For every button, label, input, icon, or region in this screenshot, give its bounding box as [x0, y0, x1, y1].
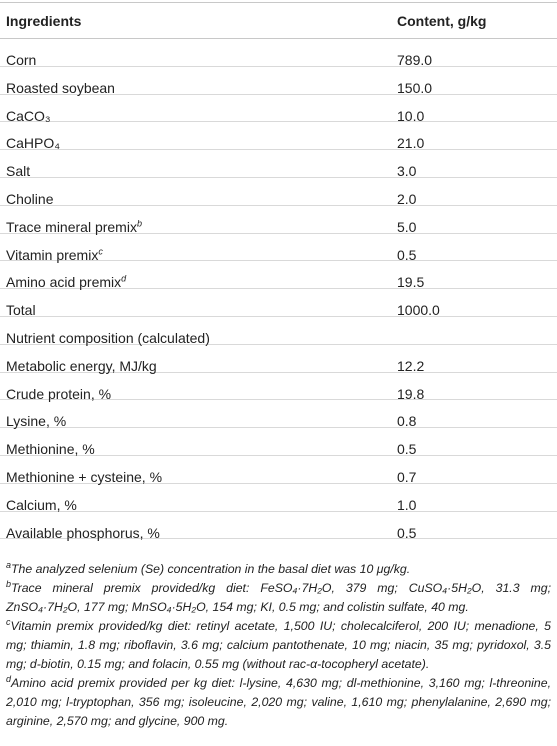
label-text: Methionine, % — [6, 441, 95, 458]
footnote-mark: d — [121, 273, 127, 284]
row-value: 1.0 — [397, 496, 417, 513]
row-label: Salt — [6, 163, 30, 179]
row-label: Amino acid premixd — [6, 274, 126, 290]
row-label: Trace mineral premixb — [6, 219, 142, 235]
row-label: Metabolic energy, MJ/kg — [6, 358, 157, 374]
row-label: Methionine + cysteine, % — [6, 469, 162, 485]
footnote-mark: b — [6, 578, 12, 589]
label-text: Corn — [6, 52, 37, 68]
table-row: Metabolic energy, MJ/kg 12.2 — [0, 345, 557, 374]
label-text: Lysine, % — [6, 413, 67, 430]
label-text: Metabolic energy, MJ/kg — [6, 357, 157, 374]
footnotes: aThe analyzed selenium (Se) concentratio… — [6, 560, 551, 731]
label-text: Nutrient composition (calculated) — [6, 330, 210, 346]
row-value: 5.0 — [397, 218, 417, 235]
header-cell: Ingredients — [6, 13, 82, 29]
table-row: Nutrient composition (calculated) — [0, 317, 557, 346]
row-label: Nutrient composition (calculated) — [6, 330, 210, 346]
label-text: Available phosphorus, % — [6, 524, 160, 541]
table-row: Vitamin premixc 0.5 — [0, 234, 557, 263]
row-label: Crude protein, % — [6, 386, 111, 402]
footnote-text: The analyzed selenium (Se) concentration… — [11, 562, 411, 576]
footnote: bTrace mineral premix provided/kg diet: … — [6, 579, 551, 617]
table-row: Salt 3.0 — [0, 150, 557, 180]
footnote-text: Trace mineral premix provided/kg diet: F… — [6, 581, 551, 614]
label-text: Crude protein, % — [6, 385, 112, 402]
table-row: CaHPO₄ 21.0 — [0, 122, 557, 152]
footnote: cVitamin premix provided/kg diet: retiny… — [6, 617, 551, 674]
table-row: Corn 789.0 — [0, 39, 557, 68]
table-row: Amino acid premixd 19.5 — [0, 261, 557, 291]
row-value: 19.5 — [397, 274, 425, 291]
table-row: Choline 2.0 — [0, 178, 557, 207]
footnote-text: Vitamin premix provided/kg diet: retinyl… — [6, 619, 551, 671]
footnote-text: Amino acid premix provided per kg diet: … — [6, 676, 551, 728]
header-cell: Content, g/kg — [397, 13, 487, 29]
row-value: 10.0 — [397, 107, 425, 124]
row-value: 789.0 — [397, 52, 433, 68]
row-value: 150.0 — [397, 79, 433, 96]
table-row: Calcium, % 1.0 — [0, 484, 557, 513]
table-row: Trace mineral premixb 5.0 — [0, 206, 557, 235]
table-row: CaCO₃ 10.0 — [0, 95, 557, 124]
footnote-mark: a — [6, 559, 12, 570]
table-row: Available phosphorus, % 0.5 — [0, 512, 557, 541]
table-row: Methionine + cysteine, % 0.7 — [0, 456, 557, 485]
table-row: Total 1000.0 — [0, 289, 557, 319]
row-label: Roasted soybean — [6, 80, 115, 96]
label-text: Vitamin premix — [6, 246, 99, 263]
row-label: CaHPO₄ — [6, 135, 60, 151]
footnote: aThe analyzed selenium (Se) concentratio… — [6, 560, 551, 579]
row-label: Methionine, % — [6, 441, 95, 457]
row-value: 19.8 — [397, 385, 425, 402]
label-text: Total — [6, 302, 36, 319]
footnote-mark: c — [98, 245, 103, 256]
row-value: 0.7 — [397, 469, 417, 485]
row-label: Lysine, % — [6, 413, 66, 429]
footnote-mark: d — [6, 673, 12, 684]
label-text: Roasted soybean — [6, 79, 115, 96]
label-text: Salt — [6, 163, 31, 180]
label-text: CaCO₃ — [6, 107, 51, 124]
row-label: Available phosphorus, % — [6, 525, 160, 541]
row-label: Corn — [6, 52, 36, 68]
row-value: 1000.0 — [397, 302, 440, 319]
row-value: 2.0 — [397, 191, 417, 207]
footnote-mark: b — [136, 218, 142, 229]
row-value: 0.5 — [397, 441, 417, 458]
row-label: Vitamin premixc — [6, 245, 103, 263]
label-text: CaHPO₄ — [6, 135, 60, 152]
row-value: 12.2 — [397, 357, 425, 374]
row-label: Calcium, % — [6, 497, 77, 513]
row-value: 21.0 — [397, 135, 425, 152]
label-text: Amino acid premix — [6, 274, 122, 291]
label-text: Trace mineral premix — [6, 218, 137, 235]
footnote-mark: c — [6, 616, 11, 627]
footnote: dAmino acid premix provided per kg diet:… — [6, 674, 551, 731]
row-label: CaCO₃ — [6, 108, 51, 124]
table-row: Roasted soybean 150.0 — [0, 67, 557, 96]
label-text: Methionine + cysteine, % — [6, 469, 163, 485]
row-label: Total — [6, 302, 36, 318]
row-value: 0.8 — [397, 413, 417, 430]
table-row: Lysine, % 0.8 — [0, 400, 557, 430]
row-label: Choline — [6, 191, 53, 207]
row-value: 0.5 — [397, 524, 417, 541]
table-row: Methionine, % 0.5 — [0, 428, 557, 458]
row-value: 3.0 — [397, 163, 417, 180]
table-header: Ingredients Content, g/kg — [0, 2, 557, 39]
row-value: 0.5 — [397, 246, 417, 263]
label-text: Choline — [6, 191, 54, 207]
label-text: Calcium, % — [6, 496, 77, 513]
table-row: Crude protein, % 19.8 — [0, 373, 557, 402]
